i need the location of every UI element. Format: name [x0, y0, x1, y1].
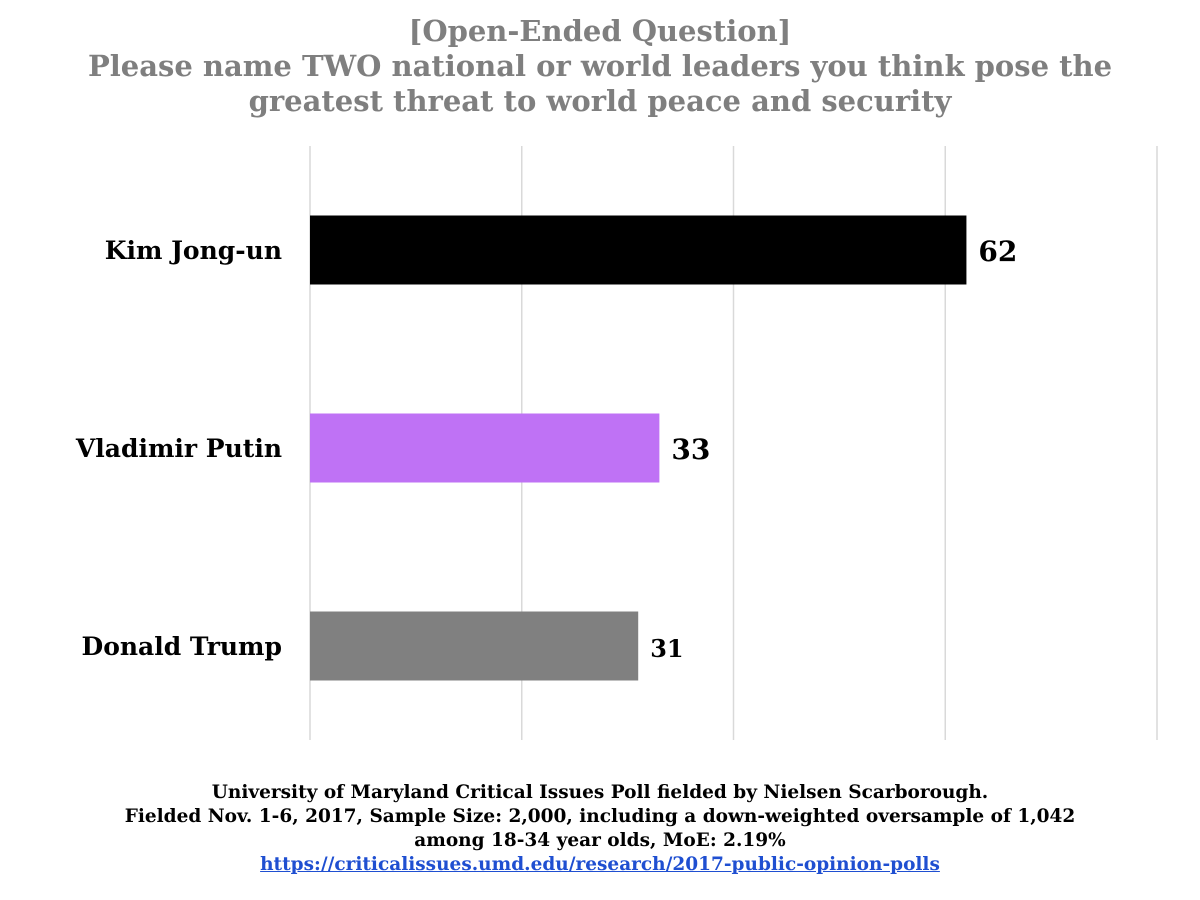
- category-label: Kim Jong-un: [105, 236, 282, 265]
- bar: [310, 413, 660, 483]
- data-label: 33: [671, 433, 710, 466]
- source-footer: University of Maryland Critical Issues P…: [0, 781, 1200, 877]
- bar: [310, 215, 967, 285]
- chart-subtitle-line-1: Please name TWO national or world leader…: [87, 49, 1113, 83]
- category-label: Vladimir Putin: [75, 434, 282, 463]
- chart-title-block: [Open-Ended Question] Please name TWO na…: [0, 14, 1200, 119]
- source-line-1: University of Maryland Critical Issues P…: [211, 782, 989, 803]
- source-link[interactable]: https://criticalissues.umd.edu/research/…: [260, 854, 940, 875]
- data-label: 31: [650, 634, 683, 663]
- source-line-3: among 18-34 year olds, MoE: 2.19%: [414, 830, 786, 851]
- bar: [310, 611, 639, 681]
- chart-title: [Open-Ended Question]: [408, 14, 792, 48]
- data-label: 62: [978, 235, 1017, 268]
- category-label: Donald Trump: [82, 632, 282, 661]
- source-line-2: Fielded Nov. 1-6, 2017, Sample Size: 2,0…: [124, 806, 1076, 827]
- chart-subtitle-line-2: greatest threat to world peace and secur…: [248, 84, 952, 118]
